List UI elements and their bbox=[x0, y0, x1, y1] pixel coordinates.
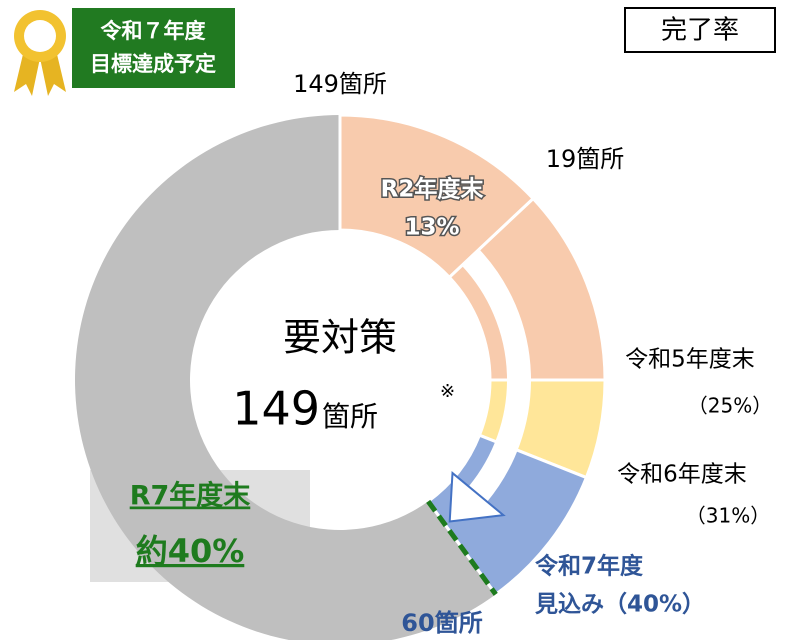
segment-label: 令和7年度 bbox=[535, 553, 644, 580]
segment-label: R2年度末 bbox=[381, 176, 485, 203]
center-value: 149 bbox=[232, 382, 320, 436]
badge-box bbox=[72, 8, 235, 88]
legend-text: 完了率 bbox=[661, 16, 739, 46]
value-label: 見込み（40%） bbox=[535, 591, 705, 618]
target-line bbox=[426, 499, 498, 596]
value-label: （25%） bbox=[688, 394, 772, 418]
value-label: 13% bbox=[404, 215, 459, 241]
legend-box bbox=[624, 7, 776, 53]
badge-text: 令和７年度 bbox=[101, 19, 206, 43]
badge-text: 目標達成予定 bbox=[90, 52, 216, 76]
rest-arc bbox=[75, 115, 496, 640]
segment-label: 令和6年度末 bbox=[617, 462, 747, 488]
target-name: R7年度末 bbox=[130, 480, 251, 512]
center-note: ※ bbox=[440, 381, 455, 402]
badge-icon bbox=[14, 10, 66, 96]
annotation: 149箇所 bbox=[293, 70, 387, 98]
annotation: 19箇所 bbox=[546, 145, 625, 173]
annotation: 60箇所 bbox=[401, 609, 482, 637]
progress-arrow-head bbox=[448, 471, 506, 523]
target-label: 約40% bbox=[136, 532, 245, 570]
segment-label: 令和5年度末 bbox=[625, 347, 755, 373]
segment bbox=[426, 433, 589, 597]
center-unit: 箇所 bbox=[322, 400, 378, 433]
value-label: （31%） bbox=[686, 504, 770, 528]
center-title: 要対策 bbox=[283, 316, 397, 360]
